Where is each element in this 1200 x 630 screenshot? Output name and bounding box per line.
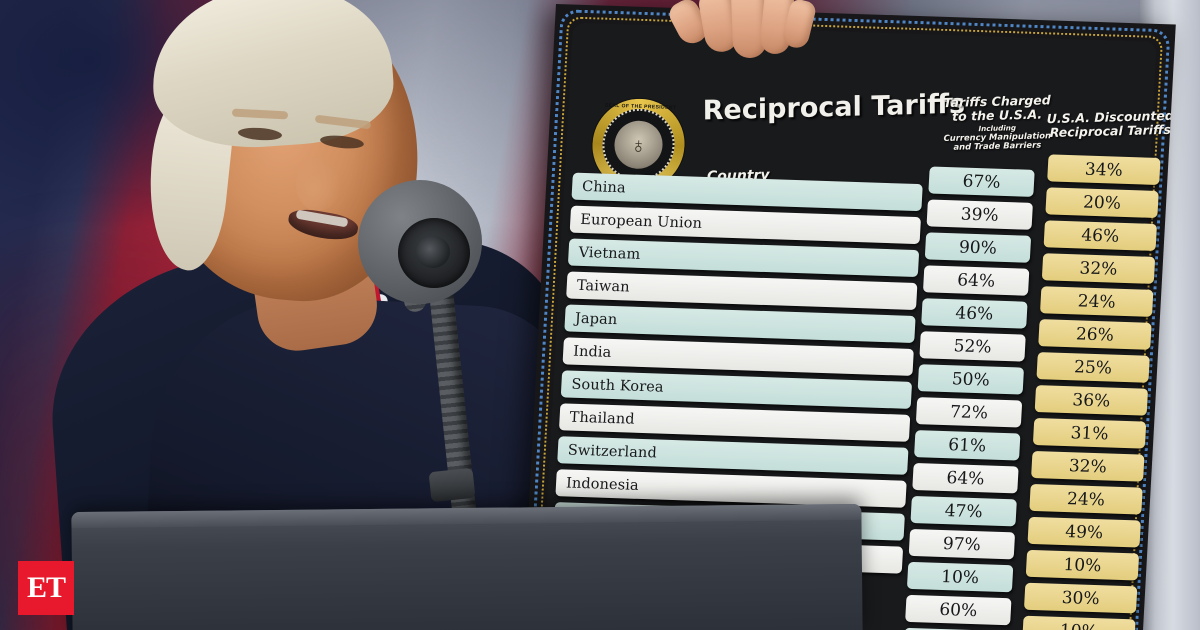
discounted-tariff-cell: 32% xyxy=(1031,450,1145,482)
discounted-tariff-cell: 36% xyxy=(1034,385,1149,416)
tariff-charged-cell: 47% xyxy=(910,495,1017,527)
tariff-charged-cell: 52% xyxy=(919,331,1026,362)
discounted-tariff-cell: 30% xyxy=(1023,582,1138,614)
discounted-line2: Reciprocal Tariffs xyxy=(1049,122,1171,141)
discounted-tariff-cell: 26% xyxy=(1038,319,1152,350)
tariff-charged-cell: 72% xyxy=(915,397,1023,428)
tariff-charged-cell: 61% xyxy=(914,430,1021,461)
table-row: South Korea xyxy=(560,370,913,409)
table-row: Taiwan xyxy=(566,271,918,311)
tariff-charged-cell: 50% xyxy=(917,364,1025,395)
et-logo: ET xyxy=(18,561,74,615)
table-row: Indonesia xyxy=(555,469,907,508)
discounted-tariff-cell: 24% xyxy=(1029,483,1143,515)
table-row: European Union xyxy=(569,205,922,245)
hand-gripping-board xyxy=(665,0,818,62)
tariff-charged-cell: 90% xyxy=(924,232,1032,263)
discounted-tariff-cell: 32% xyxy=(1041,253,1156,284)
tariff-charged-cell: 46% xyxy=(921,298,1028,329)
table-row: Thailand xyxy=(558,403,911,442)
table-row: Japan xyxy=(564,304,916,343)
discounted-tariff-cell: 10% xyxy=(1025,549,1140,581)
tariff-charged-cell: 60% xyxy=(905,594,1012,626)
column-header-discounted-reciprocal: U.S.A. Discounted Reciprocal Tariffs xyxy=(1042,108,1176,141)
eagle-icon: ♁ xyxy=(629,132,648,158)
microphone-clamp xyxy=(428,467,476,503)
table-row: India xyxy=(562,337,914,376)
table-row: Vietnam xyxy=(567,238,920,278)
tariff-charged-cell: 64% xyxy=(922,265,1030,296)
discounted-tariff-cell: 49% xyxy=(1027,516,1141,548)
microphone-capsule-core xyxy=(416,236,450,268)
discounted-tariff-cell: 25% xyxy=(1036,352,1150,383)
discounted-tariff-cell: 31% xyxy=(1032,417,1147,449)
discounted-tariff-cell: 20% xyxy=(1045,187,1159,219)
charged-line2: to the U.S.A. xyxy=(952,106,1043,125)
podium xyxy=(71,503,863,630)
discounted-tariff-cell: 46% xyxy=(1043,220,1157,251)
tariff-charged-cell: 64% xyxy=(912,463,1019,494)
discounted-tariff-cell: 34% xyxy=(1047,154,1161,186)
discounted-tariff-cell: 24% xyxy=(1039,286,1154,317)
tariff-charged-cell: 67% xyxy=(928,166,1035,197)
discounted-tariff-cell: 10% xyxy=(1022,615,1136,630)
tariff-charged-cell: 10% xyxy=(906,561,1014,593)
tariff-charged-cell: 39% xyxy=(926,199,1033,230)
table-row: Switzerland xyxy=(557,436,909,475)
tariff-charged-cell: 97% xyxy=(908,528,1016,560)
